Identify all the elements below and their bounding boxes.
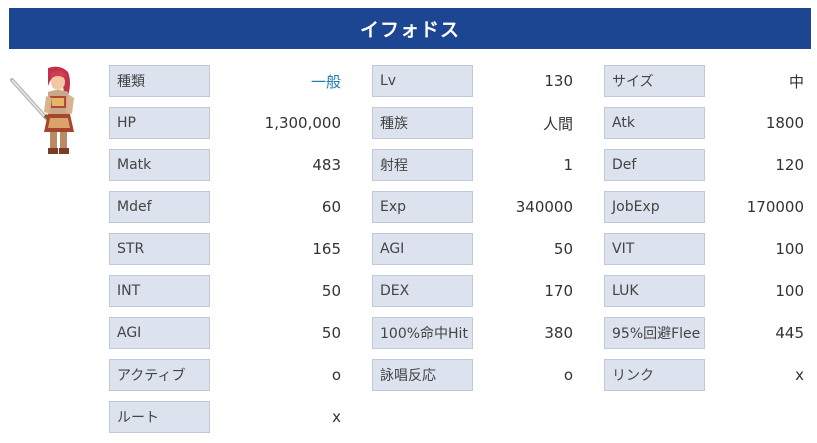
monster-sprite-icon bbox=[8, 62, 82, 162]
stat-label: HP bbox=[109, 107, 210, 139]
stat-value: 60 bbox=[321, 198, 341, 216]
stat-label: 詠唱反応 bbox=[372, 359, 473, 391]
stat-value: 445 bbox=[775, 324, 804, 342]
stat-value: 50 bbox=[321, 282, 341, 300]
stat-value: 50 bbox=[553, 240, 573, 258]
stat-value: 170000 bbox=[746, 198, 804, 216]
stat-value: 1800 bbox=[765, 114, 804, 132]
stat-label: 100%命中Hit bbox=[372, 317, 473, 349]
stat-label: サイズ bbox=[604, 65, 705, 97]
stat-label: VIT bbox=[604, 233, 705, 265]
stat-value: o bbox=[563, 366, 573, 384]
stat-label: 射程 bbox=[372, 149, 473, 181]
stat-value: 100 bbox=[775, 282, 804, 300]
stat-value: 120 bbox=[775, 156, 804, 174]
stat-label: Mdef bbox=[109, 191, 210, 223]
stat-value: 165 bbox=[312, 240, 341, 258]
stat-label: JobExp bbox=[604, 191, 705, 223]
stat-value: x bbox=[795, 366, 804, 384]
stat-value: 170 bbox=[544, 282, 573, 300]
stat-value: o bbox=[331, 366, 341, 384]
stat-label: Atk bbox=[604, 107, 705, 139]
stat-label: 種族 bbox=[372, 107, 473, 139]
stat-value: 1 bbox=[563, 156, 573, 174]
stat-label: Def bbox=[604, 149, 705, 181]
stat-value: 1,300,000 bbox=[264, 114, 341, 132]
stat-value: x bbox=[332, 408, 341, 426]
stat-label: DEX bbox=[372, 275, 473, 307]
stat-label: INT bbox=[109, 275, 210, 307]
stat-label: LUK bbox=[604, 275, 705, 307]
stat-label: アクティブ bbox=[109, 359, 210, 391]
stat-value: 50 bbox=[321, 324, 341, 342]
stat-value: 中 bbox=[788, 72, 804, 91]
stat-value: 483 bbox=[312, 156, 341, 174]
monster-title: イフォドス bbox=[9, 8, 811, 49]
stat-label: ルート bbox=[109, 401, 210, 433]
stat-label: AGI bbox=[109, 317, 210, 349]
stat-label: 種類 bbox=[109, 65, 210, 97]
stat-value: 380 bbox=[544, 324, 573, 342]
stat-value: 100 bbox=[775, 240, 804, 258]
stat-value: 人間 bbox=[542, 114, 573, 133]
stat-label: リンク bbox=[604, 359, 705, 391]
stat-value-link[interactable]: 一般 bbox=[310, 72, 341, 91]
stat-label: 95%回避Flee bbox=[604, 317, 705, 349]
stat-label: Exp bbox=[372, 191, 473, 223]
stat-label: AGI bbox=[372, 233, 473, 265]
stat-label: Lv bbox=[372, 65, 473, 97]
stat-value: 340000 bbox=[515, 198, 573, 216]
stat-value: 130 bbox=[544, 72, 573, 90]
stat-label: Matk bbox=[109, 149, 210, 181]
stat-label: STR bbox=[109, 233, 210, 265]
